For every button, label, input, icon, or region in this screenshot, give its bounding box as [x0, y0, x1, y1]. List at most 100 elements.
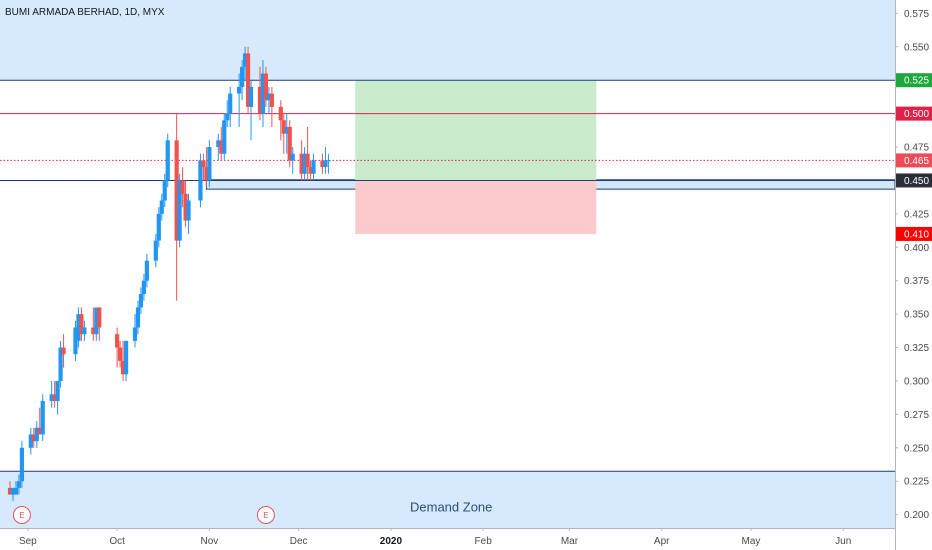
candle-body	[162, 180, 167, 201]
price-tag-0.410[interactable]	[896, 226, 932, 241]
price-tag-0.525[interactable]	[896, 73, 932, 88]
candle-body	[141, 280, 147, 295]
symbol-title: BUMI ARMADA BERHAD, 1D, MYX	[5, 7, 165, 18]
candle	[248, 80, 254, 141]
candle-body	[13, 487, 19, 495]
earnings-event-icon[interactable]: E	[12, 506, 31, 524]
candle-body	[165, 140, 170, 181]
candle-body	[266, 93, 271, 101]
candle-body	[91, 327, 96, 335]
candle	[120, 340, 126, 381]
candle	[79, 307, 84, 341]
candle-body	[198, 160, 203, 201]
candle	[326, 153, 331, 174]
earnings-event-circle	[12, 506, 31, 524]
candle-body	[58, 347, 63, 381]
candle	[207, 140, 212, 188]
price-tick-label: 0.350	[904, 310, 929, 321]
position-profit-zone[interactable]	[355, 80, 597, 181]
candle	[91, 307, 96, 341]
candle-body	[242, 53, 248, 67]
candle-body	[305, 153, 310, 168]
candle	[225, 100, 230, 127]
candle-body	[308, 167, 313, 174]
price-tick-label: 0.575	[904, 9, 929, 20]
price-tag-0.450[interactable]	[896, 173, 932, 188]
candle	[228, 86, 233, 127]
candle-body	[216, 140, 221, 148]
candle-body	[240, 66, 245, 87]
candle	[49, 380, 54, 408]
time-tick-label: Feb	[475, 536, 493, 547]
candle	[34, 421, 39, 448]
candle	[141, 274, 147, 301]
price-tag-label: 0.500	[904, 109, 929, 120]
candle-body	[174, 140, 179, 241]
time-tick-label: 2020	[380, 536, 403, 547]
candle	[132, 314, 138, 348]
candle-body	[10, 487, 16, 495]
candle	[222, 113, 227, 161]
candle	[52, 380, 57, 408]
candle	[7, 481, 13, 495]
time-tick-label: Oct	[109, 536, 125, 547]
candle-body	[284, 126, 289, 134]
candle	[135, 300, 141, 335]
candle-body	[281, 120, 286, 134]
candle-body	[94, 307, 99, 335]
candle-body	[245, 53, 251, 107]
candle	[118, 340, 123, 368]
time-tick-label: Jun	[835, 536, 851, 547]
candle	[183, 180, 188, 228]
candle-body	[248, 86, 254, 107]
candle	[260, 60, 266, 127]
candle	[299, 140, 304, 181]
candle-body	[82, 327, 87, 335]
price-axis-bg	[895, 0, 932, 550]
price-axis[interactable]: 0.575 0.550 0.475 0.425 0.400 0.375 0.350 0.325…	[895, 0, 932, 550]
candle-body	[311, 160, 316, 174]
candle	[55, 380, 60, 415]
horizontal-lines-layer	[0, 79, 895, 181]
candle-body	[159, 200, 164, 214]
candle-body	[97, 307, 102, 328]
candle	[13, 481, 19, 495]
candle	[242, 46, 248, 81]
candle-body	[76, 314, 81, 341]
time-axis[interactable]: Sep Oct Nov Dec 2020 Feb Mar Apr May Jun	[0, 528, 895, 550]
candle-body	[138, 294, 144, 308]
price-tag-0.500[interactable]	[896, 106, 932, 121]
candle	[257, 66, 263, 121]
price-tick-label: 0.275	[904, 410, 929, 421]
candle-body	[228, 93, 233, 114]
candle-body	[19, 447, 25, 482]
candle-body	[180, 180, 185, 194]
candle	[94, 307, 99, 341]
price-tick-label: 0.375	[904, 276, 929, 287]
zone-upper	[0, 0, 895, 81]
price-tick-label: 0.300	[904, 376, 929, 387]
price-tick-label: 0.325	[904, 343, 929, 354]
earnings-event-icon[interactable]: E	[256, 506, 275, 524]
candle-body	[61, 347, 66, 355]
position-loss-zone[interactable]	[355, 180, 597, 234]
price-tag-0.465[interactable]	[896, 153, 932, 168]
candle	[305, 126, 310, 181]
price-tick-label: 0.475	[904, 143, 929, 154]
candle-body	[118, 347, 123, 361]
candle	[162, 173, 167, 208]
candle	[290, 147, 295, 174]
candle	[76, 307, 81, 348]
candle	[73, 320, 78, 361]
candle-body	[156, 213, 161, 241]
candle-body	[225, 113, 230, 121]
price-tag-label: 0.525	[904, 76, 929, 87]
long-position-tool[interactable]	[355, 80, 597, 234]
candle-body	[290, 153, 295, 161]
candle-body	[177, 180, 182, 241]
candle	[58, 340, 63, 388]
price-tick-label: 0.250	[904, 443, 929, 454]
candle-body	[79, 314, 84, 335]
